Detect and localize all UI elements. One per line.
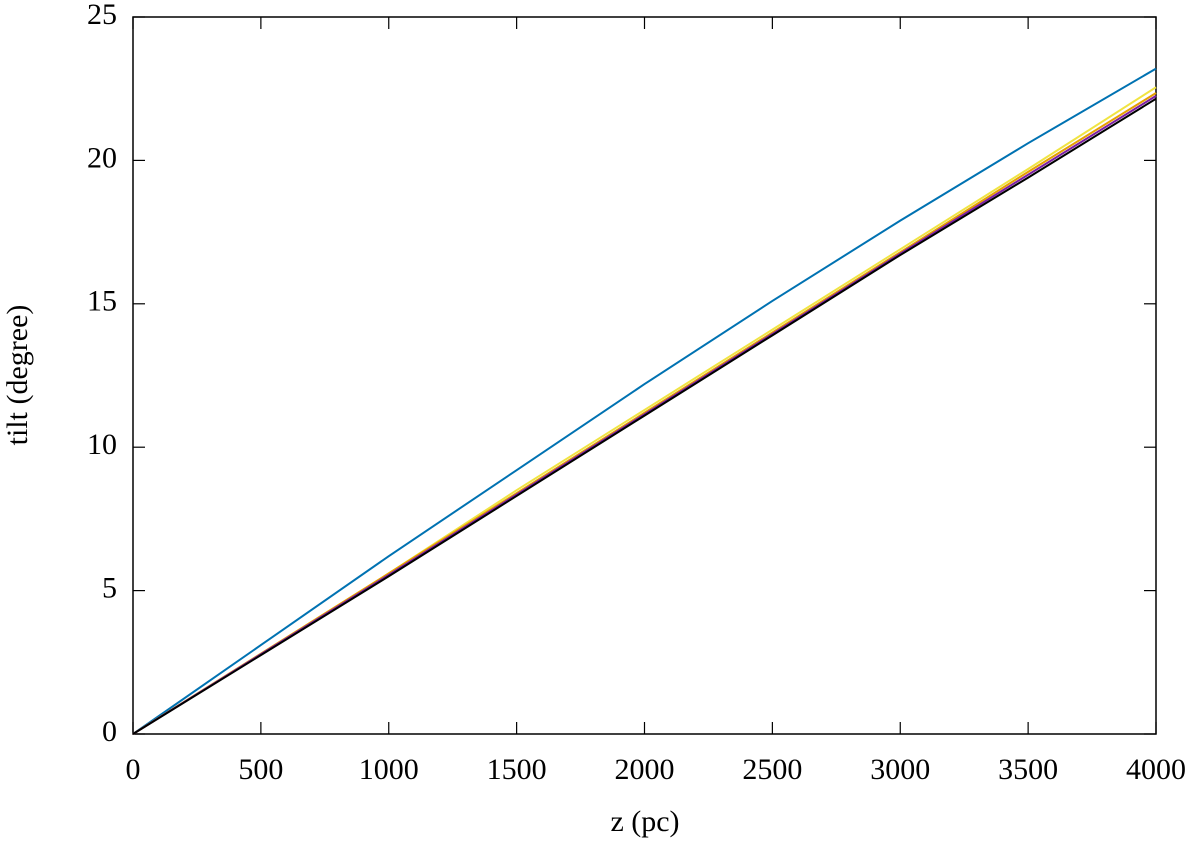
x-tick-label: 500 <box>238 753 283 786</box>
x-tick-label: 2500 <box>742 753 802 786</box>
series-line <box>132 97 1157 735</box>
y-tick-label: 0 <box>102 715 117 748</box>
series-line <box>132 67 1157 735</box>
x-tick-label: 1500 <box>487 753 547 786</box>
y-tick-label: 20 <box>87 141 117 174</box>
y-tick-label: 25 <box>87 0 117 31</box>
y-tick-label: 5 <box>102 571 117 604</box>
x-tick-label: 3500 <box>998 753 1058 786</box>
x-tick-label: 0 <box>126 753 141 786</box>
y-axis-label: tilt (degree) <box>1 305 34 446</box>
x-tick-label: 1000 <box>359 753 419 786</box>
x-tick-label: 2000 <box>615 753 675 786</box>
x-axis-label: z (pc) <box>610 805 679 838</box>
x-tick-label: 3000 <box>870 753 930 786</box>
y-tick-label: 10 <box>87 428 117 461</box>
y-tick-label: 15 <box>87 285 117 318</box>
x-tick-label: 4000 <box>1126 753 1186 786</box>
